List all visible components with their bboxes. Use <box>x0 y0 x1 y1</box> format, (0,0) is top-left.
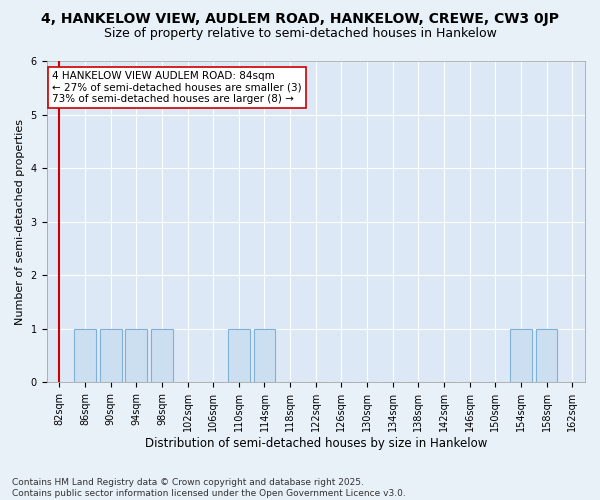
Y-axis label: Number of semi-detached properties: Number of semi-detached properties <box>15 119 25 325</box>
Text: 4 HANKELOW VIEW AUDLEM ROAD: 84sqm
← 27% of semi-detached houses are smaller (3): 4 HANKELOW VIEW AUDLEM ROAD: 84sqm ← 27%… <box>52 71 302 104</box>
Bar <box>151 329 173 382</box>
Text: Size of property relative to semi-detached houses in Hankelow: Size of property relative to semi-detach… <box>104 28 496 40</box>
Bar <box>254 329 275 382</box>
Bar <box>125 329 147 382</box>
Text: Contains HM Land Registry data © Crown copyright and database right 2025.
Contai: Contains HM Land Registry data © Crown c… <box>12 478 406 498</box>
Bar <box>536 329 557 382</box>
Bar <box>100 329 122 382</box>
X-axis label: Distribution of semi-detached houses by size in Hankelow: Distribution of semi-detached houses by … <box>145 437 487 450</box>
Bar <box>510 329 532 382</box>
Text: 4, HANKELOW VIEW, AUDLEM ROAD, HANKELOW, CREWE, CW3 0JP: 4, HANKELOW VIEW, AUDLEM ROAD, HANKELOW,… <box>41 12 559 26</box>
Bar <box>74 329 96 382</box>
Bar <box>228 329 250 382</box>
